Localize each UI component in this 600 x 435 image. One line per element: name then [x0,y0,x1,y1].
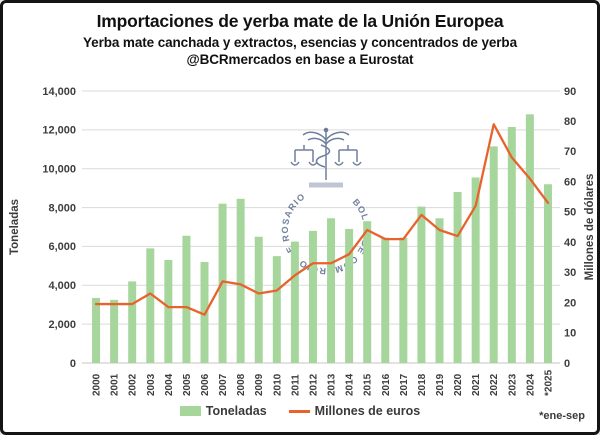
caduceus-scales-icon [308,161,318,166]
y-left-tick: 0 [70,358,76,370]
x-tick-2001: 2001 [110,373,121,396]
left-axis-title: Toneladas [9,199,21,255]
x-tick-2009: 2009 [254,373,265,396]
bar-2000 [92,297,101,363]
y-right-tick: 50 [564,207,576,219]
caduceus-scales-icon [352,161,362,166]
x-tick-2012: 2012 [308,373,319,396]
caduceus-scales-icon [315,144,331,168]
y-right-tick: 10 [564,328,576,340]
chart-header: Importaciones de yerba mate de la Unión … [3,10,597,68]
x-tick-2003: 2003 [146,373,157,396]
x-tick-2019: 2019 [435,373,446,396]
bar-2003 [146,248,155,363]
caduceus-scales-icon [302,131,327,141]
y-left-tick: 2,000 [48,319,76,331]
bar-2023 [507,126,516,363]
bar-2018 [417,206,426,363]
y-right-tick: 60 [564,176,576,188]
x-tick-2023: 2023 [507,373,518,396]
caduceus-scales-icon [325,137,345,145]
x-tick-2022: 2022 [489,373,500,396]
x-tick-2013: 2013 [327,373,338,396]
bar-2017 [399,237,408,363]
bar-2009 [254,236,263,363]
bar-*2025 [543,184,552,363]
bar-2002 [128,281,137,363]
bar-2011 [290,241,299,363]
x-tick-2024: 2024 [525,373,536,396]
y-left-tick: 4,000 [48,280,76,292]
y-left-tick: 14,000 [42,86,76,98]
x-tick-2018: 2018 [417,373,428,396]
x-tick-2008: 2008 [236,373,247,396]
bar-2021 [471,177,480,363]
legend-item-toneladas: Toneladas [179,404,267,418]
x-tick-2014: 2014 [345,373,356,396]
line-millones-de-euros [94,123,550,316]
chart-title: Importaciones de yerba mate de la Unión … [96,11,504,31]
bar-2004 [164,260,173,363]
bar-2005 [182,235,191,363]
bar-2014 [345,228,354,363]
x-tick-2015: 2015 [363,373,374,396]
legend-label-millones-euros: Millones de euros [314,404,421,418]
footnote: *ene-sep [539,410,585,422]
bar-2019 [435,218,444,363]
x-tick-2007: 2007 [218,373,229,396]
x-tick-2025: *2025 [543,369,554,396]
x-tick-2017: 2017 [399,373,410,396]
y-left-tick: 12,000 [42,125,76,137]
y-right-tick: 90 [564,86,576,98]
legend-item-millones-euros: Millones de euros [288,404,421,418]
chart-source: @BCRmercados en base a Eurostat [186,52,414,67]
x-tick-2011: 2011 [290,374,301,396]
y-left-tick: 10,000 [42,164,76,176]
bar-2001 [110,299,119,363]
bar-series-swatch [179,406,201,416]
x-tick-2010: 2010 [272,373,283,396]
y-right-tick: 20 [564,297,576,309]
caduceus-scales-icon [290,161,300,166]
x-tick-2021: 2021 [471,373,482,396]
y-right-tick: 30 [564,267,576,279]
x-tick-2006: 2006 [200,373,211,396]
caduceus-scales-icon [334,161,344,166]
legend: Toneladas Millones de euros [3,404,597,418]
y-right-tick: 80 [564,116,576,128]
right-axis-title: Millones de dólares [584,174,596,281]
bar-2016 [381,237,390,363]
chart-subtitle: Yerba mate canchada y extractos, esencia… [83,35,517,50]
bar-2024 [525,114,534,363]
bar-2015 [363,221,372,363]
y-left-tick: 6,000 [48,241,76,253]
x-tick-2000: 2000 [92,373,103,396]
bar-2008 [236,198,245,363]
x-tick-2004: 2004 [164,373,175,396]
caduceus-scales-icon [307,137,327,145]
line-series-swatch [288,409,310,413]
y-left-tick: 8,000 [48,202,76,214]
y-right-tick: 70 [564,146,576,158]
x-tick-2020: 2020 [453,373,464,396]
legend-label-toneladas: Toneladas [205,404,267,418]
bar-2022 [489,146,498,363]
bar-2010 [272,256,281,363]
y-right-tick: 0 [564,358,570,370]
caduceus-scales-icon [325,131,350,141]
bar-2012 [308,230,317,363]
x-tick-2005: 2005 [182,373,193,396]
y-right-tick: 40 [564,237,576,249]
bar-2013 [327,218,336,363]
x-tick-2016: 2016 [381,373,392,396]
combo-chart: 0 2,000 4,000 6,000 8,000 10,000 12,000 14,000 0… [9,86,596,396]
caduceus-top [323,127,329,133]
bar-2020 [453,192,462,363]
x-tick-2002: 2002 [128,373,139,396]
